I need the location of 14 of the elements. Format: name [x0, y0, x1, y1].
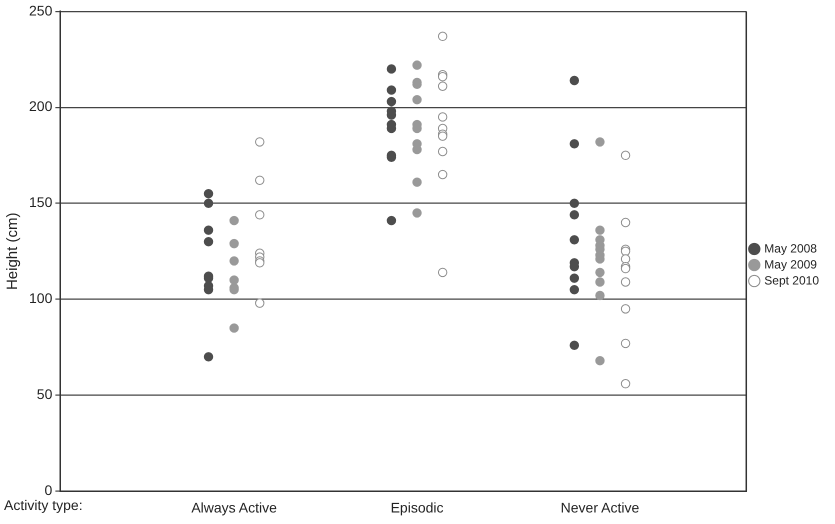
y-tick-label: 150	[29, 194, 53, 210]
x-tick-label: Always Active	[191, 499, 278, 516]
x-axis-title: Activity type:	[4, 497, 83, 514]
y-tick-label: 0	[44, 482, 53, 498]
legend-label: Sept 2010	[764, 273, 820, 288]
y-axis-title: Height (cm)	[4, 212, 22, 290]
x-tick-label: Episodic	[390, 499, 444, 516]
legend-label: May 2009	[764, 257, 818, 272]
y-tick-label: 200	[29, 98, 53, 114]
y-tick-label: 250	[29, 2, 53, 18]
y-tick-label: 100	[29, 290, 53, 306]
legend-label: May 2008	[764, 241, 818, 256]
y-tick-label: 50	[36, 386, 53, 402]
x-tick-label: Never Active	[560, 499, 640, 516]
